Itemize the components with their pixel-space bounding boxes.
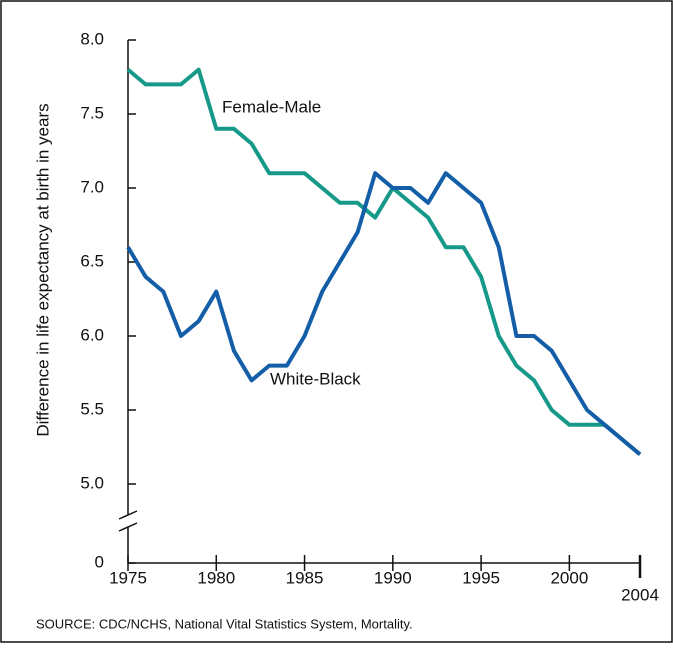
series-label: Female-Male <box>222 97 321 116</box>
series-label: White-Black <box>270 369 361 388</box>
y-tick-label: 7.5 <box>80 103 104 122</box>
source-note: SOURCE: CDC/NCHS, National Vital Statist… <box>36 616 413 631</box>
series-line <box>126 67 642 456</box>
y-tick-label: 5.5 <box>80 399 104 418</box>
axis-break <box>118 510 138 520</box>
y-tick-label: 7.0 <box>80 177 104 196</box>
x-tick-label: 2004 <box>621 585 659 604</box>
y-tick-label: 8.0 <box>80 29 104 48</box>
y-tick-label: 6.5 <box>80 251 104 270</box>
x-tick-label: 2000 <box>550 568 588 587</box>
x-tick-label: 1985 <box>286 568 324 587</box>
y-tick-label: 0 <box>95 552 104 571</box>
axis-break <box>118 522 138 532</box>
x-tick-label: 1975 <box>109 568 147 587</box>
x-tick-label: 1990 <box>374 568 412 587</box>
series-line <box>126 171 642 456</box>
y-axis-label: Difference in life expectancy at birth i… <box>33 103 52 436</box>
x-tick-label: 1995 <box>462 568 500 587</box>
y-tick-label: 6.0 <box>80 325 104 344</box>
y-tick-label: 5.0 <box>80 473 104 492</box>
x-tick-label: 1980 <box>197 568 235 587</box>
